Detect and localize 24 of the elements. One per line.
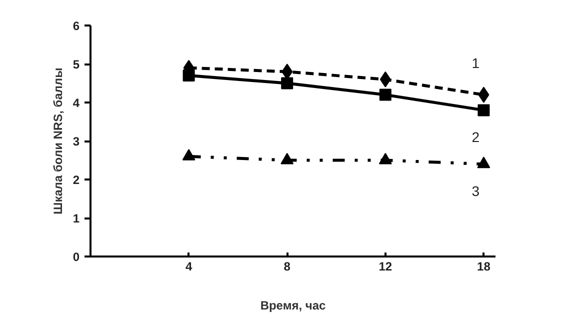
y-tick-label: 2 [72, 173, 80, 187]
y-tick-label: 5 [72, 58, 80, 72]
point [182, 148, 196, 160]
point [280, 152, 294, 164]
point [182, 70, 195, 82]
x-tick-label: 12 [378, 260, 392, 274]
point [478, 104, 490, 116]
point [378, 152, 392, 164]
y-tick-label: 6 [72, 19, 80, 33]
x-axis-title: Время, час [260, 298, 326, 312]
point [281, 77, 294, 90]
series-label: 1 [472, 54, 480, 71]
point [477, 156, 490, 168]
y-tick-label: 1 [72, 212, 80, 226]
x-tick-label: 18 [477, 260, 491, 274]
point [379, 88, 392, 101]
x-tick-label: 8 [284, 260, 291, 274]
series-label: 2 [472, 129, 480, 146]
y-tick-label: 3 [72, 134, 80, 148]
series-label: 3 [472, 183, 480, 200]
y-tick-label: 4 [72, 96, 80, 110]
y-axis-title: Шкала боли NRS, баллы [50, 68, 65, 214]
y-tick-label: 0 [72, 250, 80, 264]
x-tick-label: 4 [185, 260, 192, 274]
